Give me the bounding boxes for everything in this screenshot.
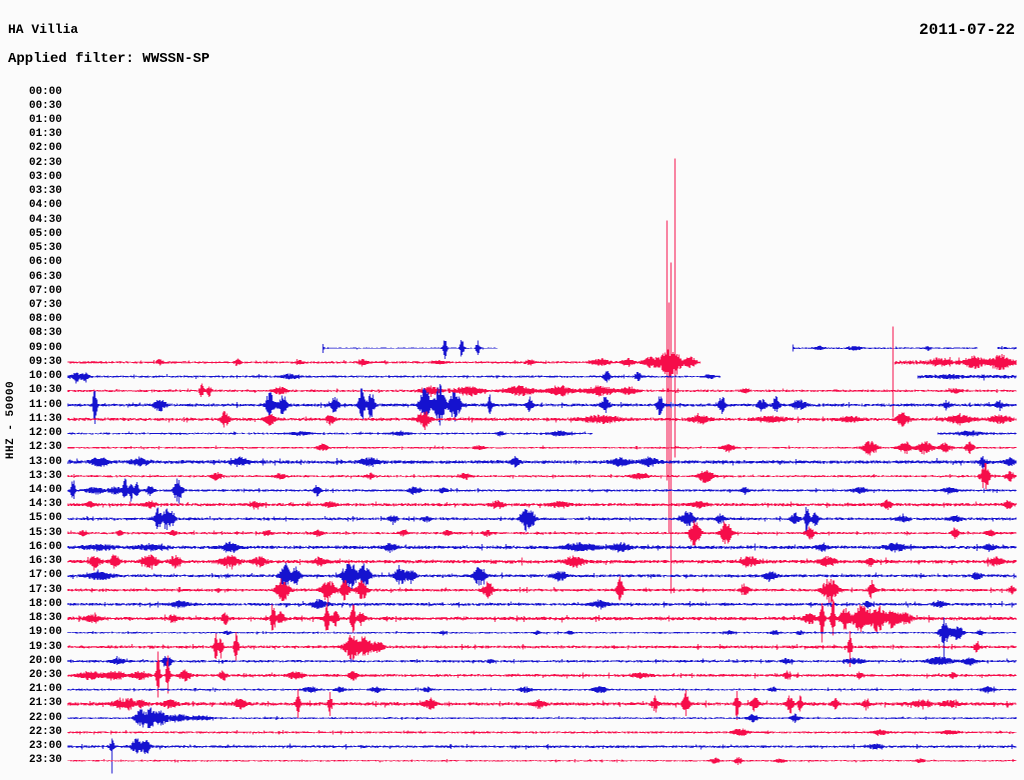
time-label: 11:00 — [28, 398, 62, 411]
trace-row-14:30 — [67, 499, 1017, 510]
time-label: 18:00 — [28, 597, 62, 610]
time-label: 01:30 — [28, 128, 62, 141]
time-label: 19:30 — [28, 640, 62, 653]
trace-row-20:30 — [67, 651, 1017, 698]
time-label: 01:00 — [28, 114, 62, 126]
time-label: 13:30 — [28, 469, 62, 482]
trace-row-10:00 — [67, 371, 1017, 384]
time-label: 12:30 — [28, 441, 62, 454]
time-label: 10:00 — [28, 370, 62, 383]
time-label: 03:30 — [28, 185, 62, 198]
trace-row-17:30 — [67, 576, 1017, 604]
trace-row-15:30 — [67, 520, 1017, 548]
trace-row-17:00 — [67, 563, 1017, 592]
trace-row-21:00 — [67, 685, 1017, 694]
trace-row-12:00 — [67, 430, 1017, 437]
time-label: 18:30 — [28, 612, 62, 624]
trace-row-15:00 — [67, 506, 1017, 536]
time-label: 05:00 — [28, 227, 62, 240]
trace-row-09:30 — [67, 158, 1017, 594]
time-label: 04:00 — [28, 199, 62, 212]
trace-row-22:00 — [67, 707, 1017, 728]
time-label: 06:30 — [28, 270, 62, 283]
time-label: 17:30 — [28, 583, 62, 596]
trace-row-14:00 — [67, 478, 1017, 504]
trace-row-21:30 — [67, 688, 1017, 720]
time-label: 04:30 — [28, 213, 62, 226]
time-label: 14:30 — [28, 498, 62, 511]
time-label: 08:30 — [28, 327, 62, 340]
time-label: 07:00 — [28, 284, 62, 297]
time-label: 22:00 — [28, 711, 62, 724]
trace-row-19:00 — [67, 617, 1017, 659]
trace-row-22:30 — [67, 728, 1017, 737]
time-label: 09:00 — [28, 341, 62, 354]
time-label: 02:30 — [28, 156, 62, 169]
trace-row-23:30 — [67, 756, 1017, 766]
time-label: 16:00 — [28, 540, 62, 553]
time-label: 12:00 — [28, 427, 62, 439]
time-label: 15:30 — [28, 526, 62, 539]
time-label: 09:30 — [28, 355, 62, 368]
trace-row-23:00 — [67, 738, 1017, 774]
time-label: 17:00 — [28, 569, 62, 582]
time-label: 21:30 — [28, 697, 62, 710]
time-label: 00:30 — [28, 99, 62, 112]
time-label: 06:00 — [28, 256, 62, 269]
time-label: 08:00 — [28, 313, 62, 326]
time-label: 16:30 — [28, 555, 62, 568]
time-label: 23:00 — [28, 740, 62, 753]
trace-row-20:00 — [67, 655, 1017, 667]
time-label: 05:30 — [28, 242, 62, 254]
trace-row-18:00 — [67, 598, 1017, 610]
trace-row-16:30 — [67, 554, 1017, 571]
time-label: 14:00 — [28, 483, 62, 496]
trace-row-09:00 — [322, 340, 1017, 359]
time-label: 20:00 — [28, 654, 62, 667]
record-date: 2011-07-22 — [918, 21, 1015, 39]
time-label: 15:00 — [28, 512, 62, 525]
time-label: 10:30 — [28, 384, 62, 397]
time-label: 22:30 — [28, 725, 62, 738]
time-label: 13:00 — [28, 455, 62, 468]
trace-row-11:30 — [67, 410, 1017, 430]
trace-row-18:30 — [67, 599, 1017, 643]
time-axis: 00:00 00:30 01:00 01:30 02:00 02:30 03:00 03:30… — [0, 0, 62, 780]
time-label: 11:30 — [28, 412, 62, 425]
time-label: 02:00 — [28, 142, 62, 155]
trace-row-12:30 — [67, 441, 1017, 456]
time-label: 19:00 — [28, 626, 62, 639]
trace-row-10:30 — [67, 383, 1017, 397]
trace-row-19:30 — [67, 631, 1017, 667]
time-label: 03:00 — [28, 170, 62, 183]
trace-row-11:00 — [67, 384, 1017, 426]
time-label: 00:00 — [28, 85, 62, 98]
time-label: 21:00 — [28, 683, 62, 696]
filter-label: Applied filter: WWSSN-SP — [8, 51, 210, 67]
time-label: 20:30 — [28, 668, 62, 681]
trace-row-16:00 — [67, 541, 1017, 554]
station-name: HA Villia — [8, 22, 79, 37]
time-label: 23:30 — [28, 754, 62, 767]
time-label: 07:30 — [28, 299, 62, 311]
trace-row-13:30 — [67, 463, 1017, 490]
trace-row-13:00 — [67, 456, 1017, 470]
